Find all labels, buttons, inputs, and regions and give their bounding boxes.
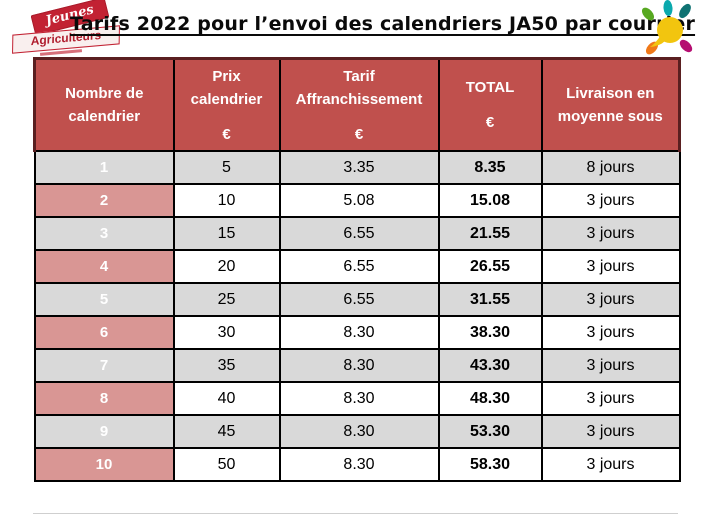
- cell-prix: 25: [172, 282, 281, 317]
- cell-tarif: 8.30: [278, 348, 440, 383]
- header-affranchissement: Tarif Affranchissement €: [278, 57, 440, 152]
- table-row: 4 20 6.55 26.55 3 jours: [33, 249, 681, 284]
- sun-center: [657, 17, 683, 43]
- cell-prix: 30: [172, 315, 281, 350]
- cell-nombre: 10: [33, 447, 175, 482]
- cell-nombre: 9: [33, 414, 175, 449]
- cell-total: 21.55: [437, 216, 543, 251]
- cell-tarif: 8.30: [278, 447, 440, 482]
- cell-nombre: 4: [33, 249, 175, 284]
- cell-livraison: 3 jours: [540, 348, 681, 383]
- page-title: Tarifs 2022 pour l’envoi des calendriers…: [70, 13, 696, 35]
- header-total: TOTAL €: [437, 57, 543, 152]
- cell-total: 48.30: [437, 381, 543, 416]
- table-row: 2 10 5.08 15.08 3 jours: [33, 183, 681, 218]
- cell-livraison: 3 jours: [540, 447, 681, 482]
- header-livraison: Livraison en moyenne sous: [540, 57, 681, 152]
- cell-total: 31.55: [437, 282, 543, 317]
- table-row: 6 30 8.30 38.30 3 jours: [33, 315, 681, 350]
- cell-total: 8.35: [437, 150, 543, 185]
- cell-prix: 10: [172, 183, 281, 218]
- euro-symbol: €: [222, 125, 231, 143]
- cell-nombre: 1: [33, 150, 175, 185]
- cell-prix: 5: [172, 150, 281, 185]
- header-nombre: Nombre de calendrier: [33, 57, 175, 152]
- cell-prix: 45: [172, 414, 281, 449]
- cell-livraison: 3 jours: [540, 282, 681, 317]
- document-header: Jeunes Agriculteurs Tarifs 2022 pour l’e…: [0, 0, 703, 57]
- cell-prix: 40: [172, 381, 281, 416]
- sun-petal-cyan: [663, 0, 673, 16]
- cell-tarif: 3.35: [278, 150, 440, 185]
- cell-livraison: 3 jours: [540, 216, 681, 251]
- cell-total: 53.30: [437, 414, 543, 449]
- table-row: 1 5 3.35 8.35 8 jours: [33, 150, 681, 185]
- euro-symbol: €: [354, 125, 364, 143]
- cell-total: 43.30: [437, 348, 543, 383]
- table-row: 8 40 8.30 48.30 3 jours: [33, 381, 681, 416]
- cell-livraison: 3 jours: [540, 381, 681, 416]
- cell-tarif: 6.55: [278, 249, 440, 284]
- cell-total: 58.30: [437, 447, 543, 482]
- euro-symbol: €: [485, 114, 495, 131]
- sun-petal-magenta: [679, 39, 693, 53]
- sun-petal-teal: [679, 3, 691, 19]
- cell-tarif: 8.30: [278, 381, 440, 416]
- cell-livraison: 3 jours: [540, 183, 681, 218]
- cell-prix: 50: [172, 447, 281, 482]
- table-row: 10 50 8.30 58.30 3 jours: [33, 447, 681, 482]
- cell-nombre: 2: [33, 183, 175, 218]
- table-header-row: Nombre de calendrier Prix calendrier € T…: [33, 57, 681, 152]
- sun-petal-green: [641, 7, 655, 21]
- cell-livraison: 3 jours: [540, 249, 681, 284]
- table-row: 5 25 6.55 31.55 3 jours: [33, 282, 681, 317]
- cell-nombre: 6: [33, 315, 175, 350]
- cell-nombre: 7: [33, 348, 175, 383]
- sun-center-tail: [650, 35, 665, 47]
- table-row: 7 35 8.30 43.30 3 jours: [33, 348, 681, 383]
- cell-nombre: 5: [33, 282, 175, 317]
- cell-total: 38.30: [437, 315, 543, 350]
- cell-prix: 35: [172, 348, 281, 383]
- table-bottom-faint-line: [33, 513, 678, 514]
- cell-nombre: 8: [33, 381, 175, 416]
- cell-livraison: 3 jours: [540, 414, 681, 449]
- table-row: 9 45 8.30 53.30 3 jours: [33, 414, 681, 449]
- cell-tarif: 6.55: [278, 282, 440, 317]
- cell-prix: 15: [172, 216, 281, 251]
- cell-tarif: 6.55: [278, 216, 440, 251]
- cell-total: 15.08: [437, 183, 543, 218]
- cell-prix: 20: [172, 249, 281, 284]
- cell-livraison: 8 jours: [540, 150, 681, 185]
- header-prix: Prix calendrier €: [172, 57, 281, 152]
- sun-flower-icon: [641, 0, 693, 55]
- cell-nombre: 3: [33, 216, 175, 251]
- cell-tarif: 8.30: [278, 414, 440, 449]
- cell-livraison: 3 jours: [540, 315, 681, 350]
- table-row: 3 15 6.55 21.55 3 jours: [33, 216, 681, 251]
- cell-tarif: 8.30: [278, 315, 440, 350]
- tarifs-table: Nombre de calendrier Prix calendrier € T…: [33, 57, 681, 482]
- cell-total: 26.55: [437, 249, 543, 284]
- cell-tarif: 5.08: [278, 183, 440, 218]
